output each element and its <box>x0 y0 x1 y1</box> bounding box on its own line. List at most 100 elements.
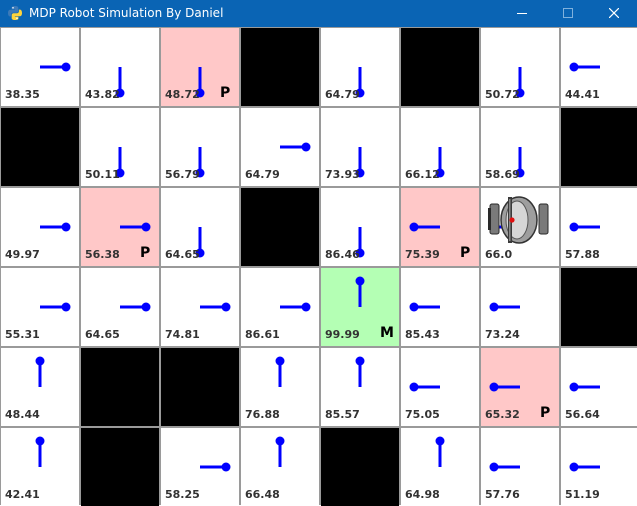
state-value: 74.81 <box>165 328 200 341</box>
state-value: 56.64 <box>565 408 600 421</box>
state-value: 57.88 <box>565 248 600 261</box>
wall-cell <box>241 28 319 106</box>
policy-arrow-left <box>569 382 600 392</box>
state-value: 73.24 <box>485 328 520 341</box>
state-value: 65.32 <box>485 408 520 421</box>
grid-cell: 42.41 <box>1 428 79 506</box>
grid-cell: 76.88 <box>241 348 319 426</box>
state-value: 55.31 <box>5 328 40 341</box>
policy-arrow-left <box>489 462 520 472</box>
grid-cell: 58.69 <box>481 108 559 186</box>
grid-cell: 64.98 <box>401 428 479 506</box>
grid-cell: 56.38 P <box>81 188 159 266</box>
grid-cell: 85.57 <box>321 348 399 426</box>
state-value: 64.65 <box>165 248 200 261</box>
state-value: 58.25 <box>165 488 200 501</box>
policy-arrow-right <box>40 222 71 232</box>
policy-arrow-up <box>35 436 45 467</box>
python-icon <box>8 6 22 20</box>
grid-cell: 49.97 <box>1 188 79 266</box>
policy-arrow-right <box>200 302 231 312</box>
state-value: 66.12 <box>405 168 440 181</box>
policy-arrow-down <box>435 147 445 178</box>
minimize-icon <box>517 13 527 14</box>
state-value: 86.46 <box>325 248 360 261</box>
policy-arrow-right <box>40 62 71 72</box>
wall-cell <box>401 28 479 106</box>
robot-icon <box>488 196 549 244</box>
grid-cell: 66.48 <box>241 428 319 506</box>
grid-cell: 73.93 <box>321 108 399 186</box>
policy-arrow-down <box>115 67 125 98</box>
policy-arrow-left <box>569 62 600 72</box>
grid-cell: 64.79 <box>241 108 319 186</box>
grid-cell: 48.44 <box>1 348 79 426</box>
maximize-button[interactable] <box>545 0 591 27</box>
state-value: 48.72 <box>165 88 200 101</box>
policy-arrow-down <box>515 147 525 178</box>
policy-arrow-up <box>355 276 365 307</box>
grid-cell: 50.72 <box>481 28 559 106</box>
grid-cell: 86.61 <box>241 268 319 346</box>
state-value: 64.65 <box>85 328 120 341</box>
wall-cell <box>81 428 159 506</box>
penalty-marker: P <box>140 245 151 261</box>
grid-cell: 57.88 <box>561 188 637 266</box>
wall-cell <box>1 108 79 186</box>
state-value: 86.61 <box>245 328 280 341</box>
minimize-button[interactable] <box>499 0 545 27</box>
grid-cell: 43.82 <box>81 28 159 106</box>
policy-arrow-left <box>489 382 520 392</box>
policy-arrow-left <box>489 302 520 312</box>
policy-arrow-down <box>355 147 365 178</box>
policy-arrow-up <box>435 436 445 467</box>
close-icon <box>609 8 619 18</box>
wall-cell <box>81 348 159 426</box>
wall-cell <box>561 108 637 186</box>
state-value: 50.11 <box>85 168 120 181</box>
grid-cell: 85.43 <box>401 268 479 346</box>
policy-arrow-down <box>355 67 365 98</box>
policy-arrow-down <box>195 147 205 178</box>
policy-arrow-left <box>569 462 600 472</box>
grid-cell: 65.32 P <box>481 348 559 426</box>
state-value: 75.05 <box>405 408 440 421</box>
policy-arrow-right <box>280 302 311 312</box>
state-value: 66.48 <box>245 488 280 501</box>
state-value: 76.88 <box>245 408 280 421</box>
policy-arrow-left <box>409 222 440 232</box>
state-value: 85.57 <box>325 408 360 421</box>
state-value: 64.98 <box>405 488 440 501</box>
grid-cell: 58.25 <box>161 428 239 506</box>
policy-arrow-right <box>200 462 231 472</box>
grid-cell: 56.79 <box>161 108 239 186</box>
grid-cell: 86.46 <box>321 188 399 266</box>
policy-arrow-right <box>280 142 311 152</box>
policy-arrow-down <box>115 147 125 178</box>
title-bar[interactable]: MDP Robot Simulation By Daniel <box>0 0 637 27</box>
state-value: 44.41 <box>565 88 600 101</box>
state-value: 49.97 <box>5 248 40 261</box>
state-value: 64.79 <box>325 88 360 101</box>
grid-cell: 55.31 <box>1 268 79 346</box>
state-value: 48.44 <box>5 408 40 421</box>
state-value: 50.72 <box>485 88 520 101</box>
grid-cell: 51.19 <box>561 428 637 506</box>
grid-cell: 50.11 <box>81 108 159 186</box>
state-value: 51.19 <box>565 488 600 501</box>
grid-cell: 75.39 P <box>401 188 479 266</box>
penalty-marker: P <box>220 85 231 101</box>
grid-cell: 56.64 <box>561 348 637 426</box>
close-button[interactable] <box>591 0 637 27</box>
state-value: 66.0 <box>485 248 513 261</box>
grid-cell: 48.72 P <box>161 28 239 106</box>
policy-arrow-down <box>355 227 365 258</box>
wall-cell <box>161 348 239 426</box>
mdp-grid: 38.35 43.82 48.72 P 64.79 50.72 44.41 50.11 56.7… <box>0 27 637 506</box>
policy-arrow-left <box>409 382 440 392</box>
policy-arrow-down <box>515 67 525 98</box>
wall-cell <box>321 428 399 506</box>
state-value: 57.76 <box>485 488 520 501</box>
policy-arrow-right <box>120 222 151 232</box>
goal-marker: M <box>380 325 394 341</box>
